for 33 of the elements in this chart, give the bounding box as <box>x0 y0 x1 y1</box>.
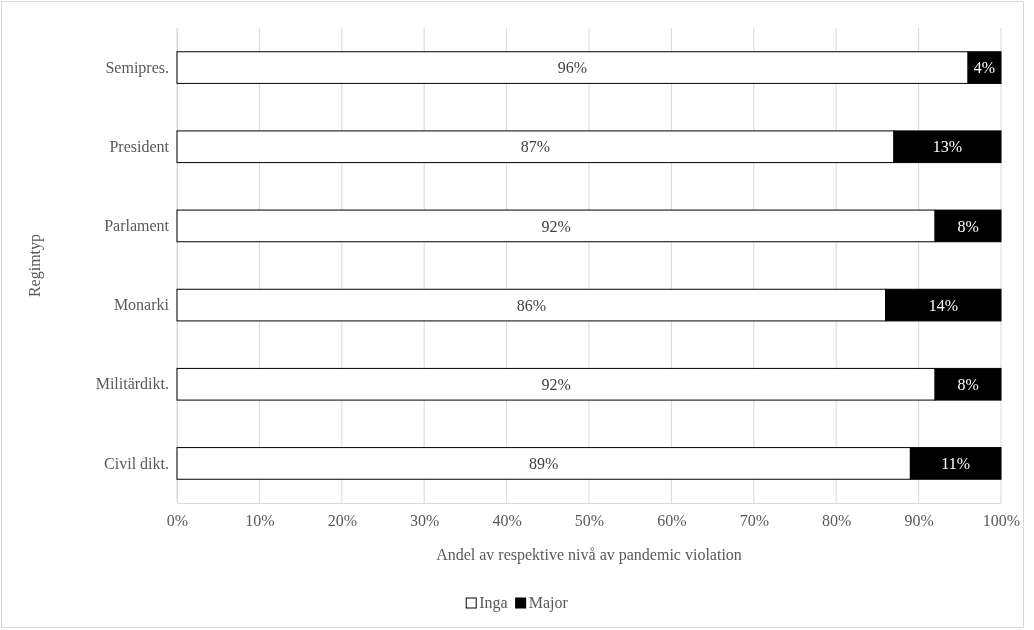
data-label: 92% <box>541 375 571 393</box>
data-label: 96% <box>557 59 588 77</box>
legend-label: Major <box>528 594 569 612</box>
y-tick-label: Civil dikt. <box>104 454 169 472</box>
x-tick-label: 30% <box>410 512 440 530</box>
y-tick-label: Monarki <box>113 296 170 314</box>
legend-label: Inga <box>479 594 508 612</box>
data-label: 89% <box>529 455 559 473</box>
x-tick-label: 50% <box>574 512 605 530</box>
x-tick-label: 100% <box>982 512 1021 530</box>
x-tick-label: 20% <box>327 512 357 530</box>
x-tick-label: 70% <box>739 512 769 530</box>
data-label: 11% <box>941 455 971 473</box>
data-label: 86% <box>516 296 546 314</box>
x-axis-title: Andel av respektive nivå av pandemic violation <box>436 546 742 564</box>
x-tick-label: 80% <box>822 512 852 530</box>
y-tick-label: Semipres. <box>105 58 169 77</box>
y-tick-label: Parlament <box>104 217 170 235</box>
x-tick-label: 10% <box>245 512 275 530</box>
data-label: 4% <box>973 59 996 77</box>
data-label: 8% <box>957 217 979 235</box>
x-tick-label: 90% <box>904 512 934 530</box>
y-axis-title: Regimtyp <box>26 233 44 298</box>
data-label: 14% <box>928 296 958 314</box>
data-label: 13% <box>932 138 963 156</box>
y-tick-label: Militärdikt. <box>95 375 169 393</box>
y-tick-label: President <box>109 137 170 155</box>
x-tick-label: 40% <box>492 512 522 530</box>
data-label: 8% <box>957 375 979 393</box>
data-label: 87% <box>520 138 551 156</box>
x-tick-label: 60% <box>657 512 687 530</box>
x-tick-label: 0% <box>166 512 189 530</box>
data-label: 92% <box>541 217 571 235</box>
